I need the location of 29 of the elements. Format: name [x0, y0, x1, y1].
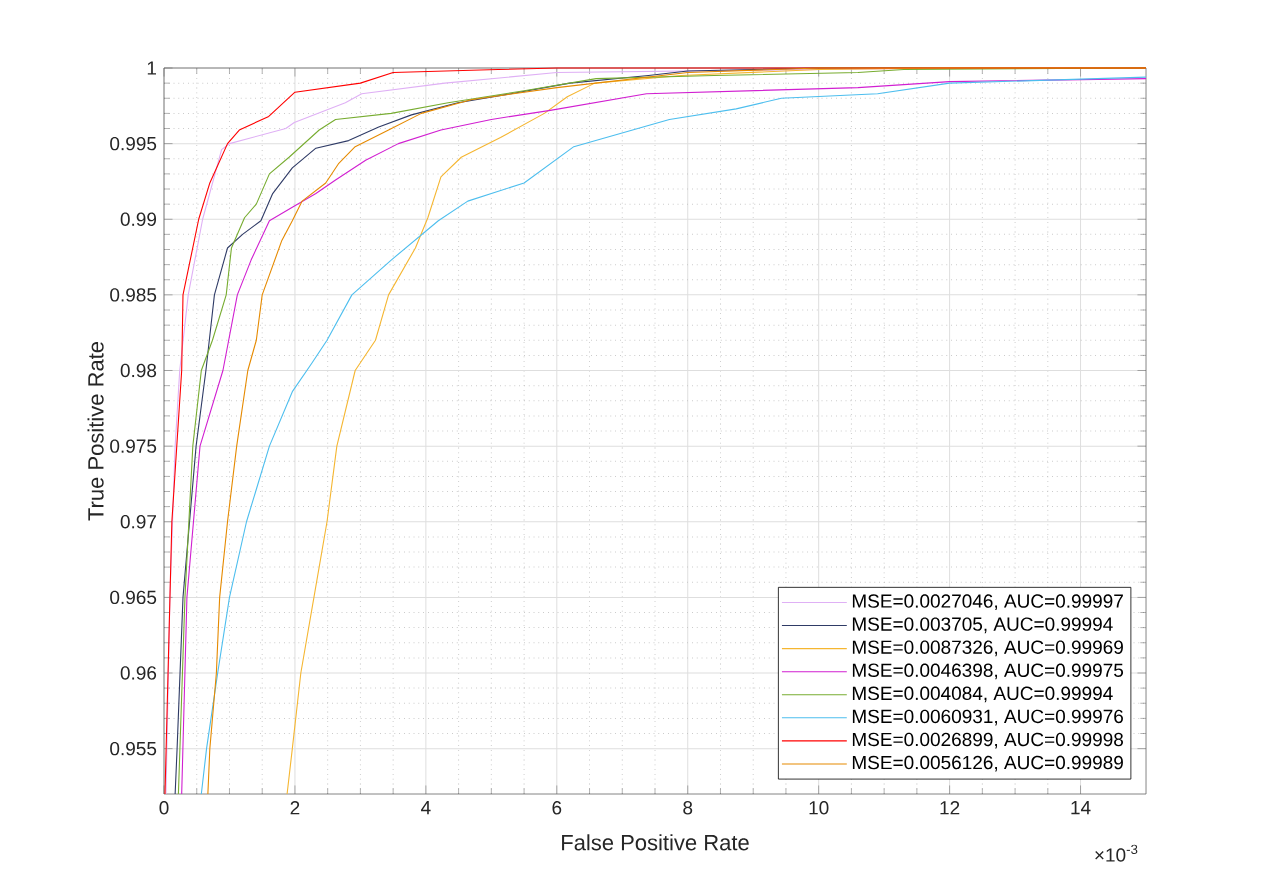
y-tick-label: 0.99	[120, 212, 157, 226]
y-tick-label: 0.975	[110, 439, 157, 453]
x-tick-label: 6	[552, 801, 562, 815]
y-tick-label: 0.955	[110, 741, 157, 756]
x-axis-title: False Positive Rate	[562, 834, 749, 851]
legend-label: MSE=0.003705, AUC=0.99994	[852, 617, 1113, 634]
y-tick-label: 0.995	[110, 136, 157, 151]
x-tick-label: 0	[159, 801, 169, 815]
legend-label: MSE=0.004084, AUC=0.99994	[852, 686, 1113, 703]
x-tick-label: 2	[290, 801, 300, 815]
x-tick-label: 8	[683, 801, 693, 815]
y-axis-title: True Positive Rate	[87, 341, 104, 521]
y-tick-label: 0.97	[120, 515, 156, 529]
y-tick-label: 0.965	[110, 590, 157, 605]
text: ×10$^{-3}$	[1095, 844, 1138, 862]
legend-label: MSE=0.0087326, AUC=0.99969	[852, 640, 1123, 657]
legend-label: MSE=0.0026899, AUC=0.99998	[852, 732, 1124, 749]
x-tick-label: 10	[809, 801, 829, 815]
legend-label: MSE=0.0060931, AUC=0.99976	[852, 709, 1123, 726]
x-tick-label: 4	[421, 801, 431, 815]
y-tick-label: 0.985	[110, 288, 157, 302]
legend-label: MSE=0.0056126, AUC=0.99989	[852, 755, 1123, 772]
x-tick-label: 14	[1071, 801, 1091, 815]
legend-label: MSE=0.0046398, AUC=0.99975	[852, 663, 1124, 680]
x-tick-label: 12	[940, 801, 960, 815]
y-tick-label: 0.96	[120, 666, 157, 680]
y-tick-label: 0.98	[120, 363, 157, 378]
legend-label: MSE=0.0027046, AUC=0.99997	[852, 594, 1123, 611]
y-tick-label: 1	[147, 61, 156, 75]
